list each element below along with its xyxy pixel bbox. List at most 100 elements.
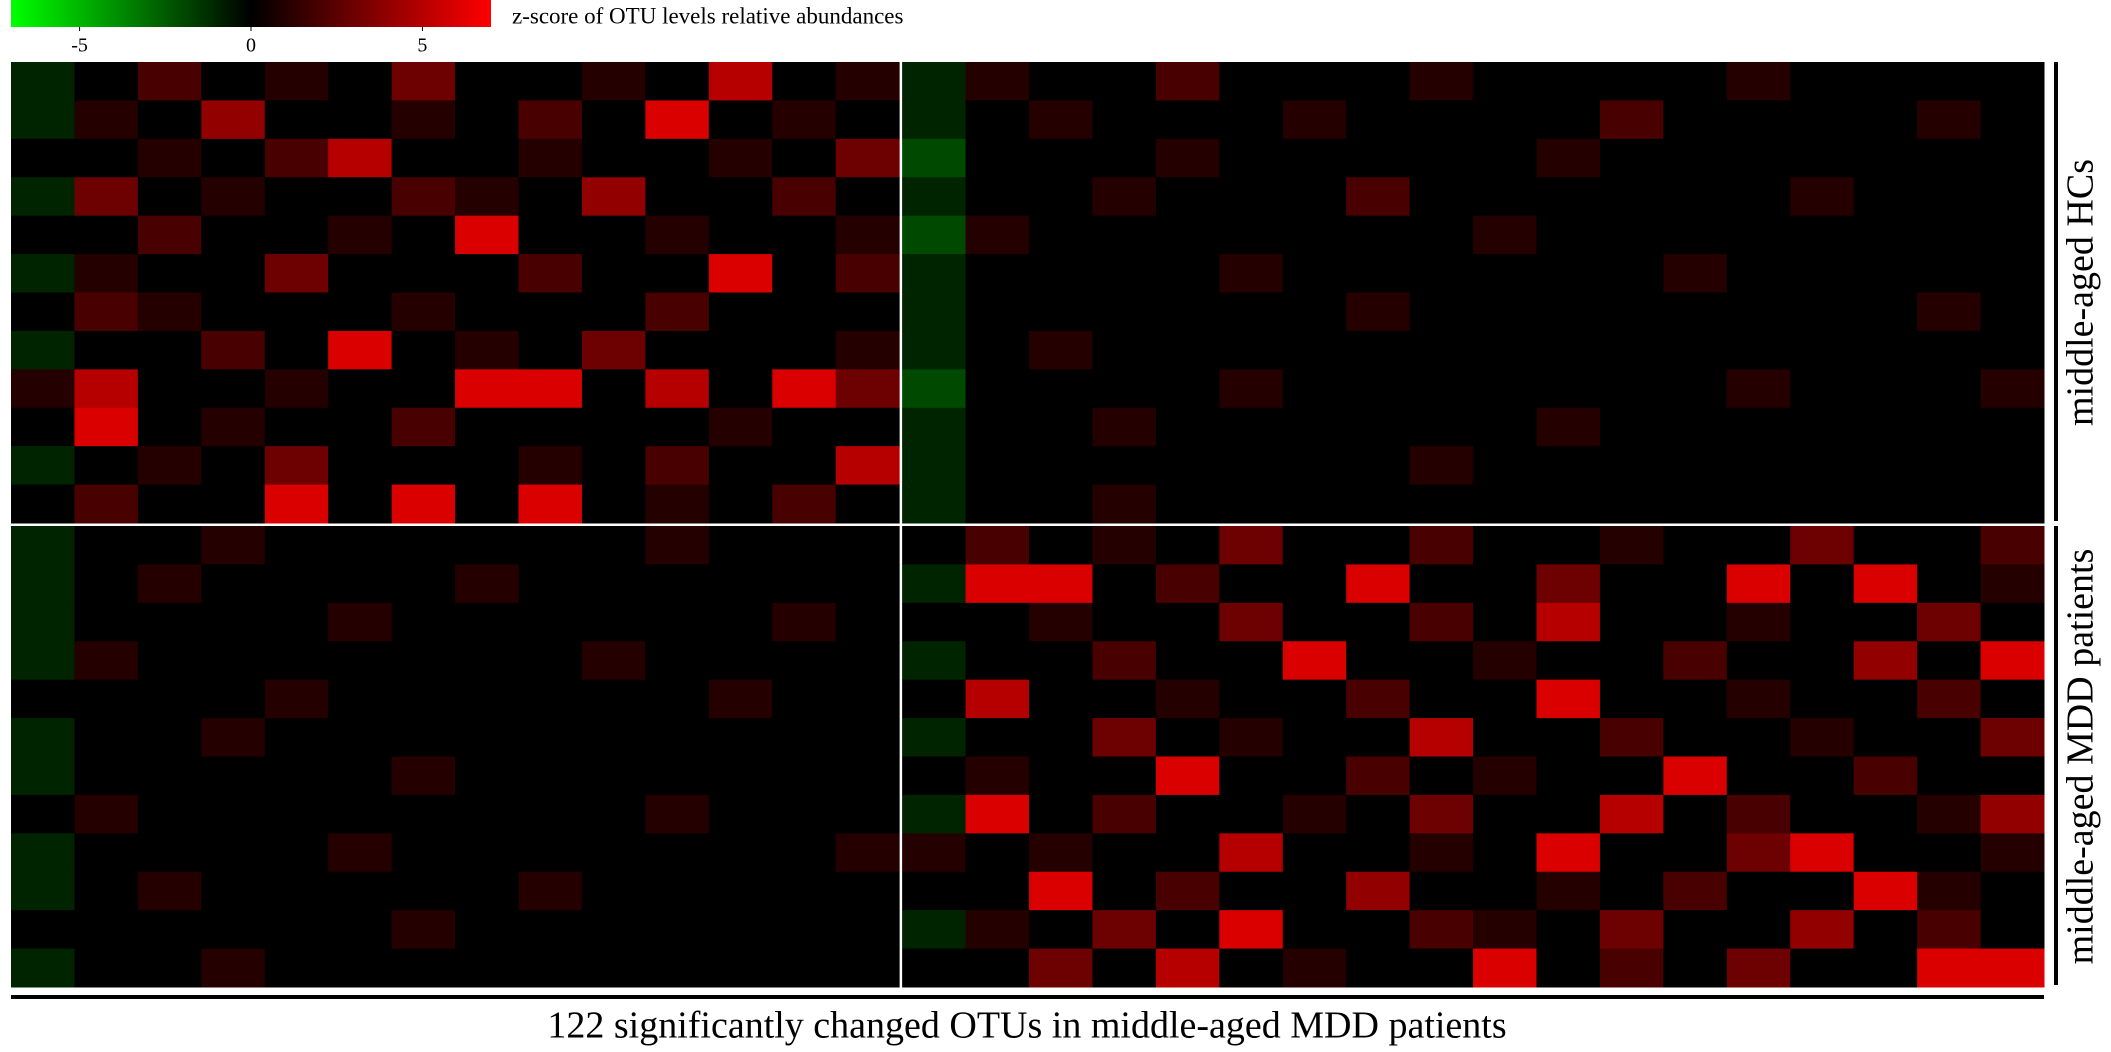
heatmap-cell: [645, 407, 710, 447]
heatmap-cell: [708, 948, 773, 988]
heatmap-cell: [1092, 564, 1157, 604]
heatmap-cell: [1219, 948, 1284, 988]
heatmap-cell: [965, 369, 1030, 409]
heatmap-cell: [1853, 564, 1918, 604]
heatmap-cell: [581, 948, 646, 988]
heatmap-cell: [328, 871, 393, 911]
heatmap-cell: [1726, 484, 1791, 524]
heatmap-cell: [1980, 100, 2045, 140]
heatmap-cell: [1790, 138, 1855, 178]
heatmap-cell: [137, 215, 202, 255]
heatmap-cell: [1219, 641, 1284, 681]
heatmap-cell: [772, 100, 837, 140]
heatmap-cell: [264, 177, 329, 217]
heatmap-cell: [708, 100, 773, 140]
heatmap-cell: [902, 369, 967, 409]
heatmap-cell: [1346, 833, 1411, 873]
heatmap-cell: [137, 369, 202, 409]
heatmap-cell: [1726, 564, 1791, 604]
heatmap-cell: [391, 369, 456, 409]
heatmap-cell: [1726, 602, 1791, 642]
heatmap-cell: [645, 100, 710, 140]
heatmap-cell: [1726, 718, 1791, 757]
heatmap-cell: [1917, 718, 1982, 757]
heatmap-cell: [1219, 177, 1284, 217]
heatmap-cell: [1029, 330, 1093, 370]
heatmap-cell: [1282, 871, 1347, 911]
heatmap-cell: [1790, 407, 1855, 447]
heatmap-cell: [74, 446, 139, 486]
heatmap-cell: [1346, 100, 1411, 140]
heatmap-cell: [835, 641, 900, 681]
heatmap-cell: [1790, 446, 1855, 486]
heatmap-cell: [1155, 833, 1220, 873]
heatmap-cell: [835, 679, 900, 719]
heatmap-cell: [835, 794, 900, 834]
heatmap-cell: [1092, 756, 1157, 796]
heatmap-cell: [1346, 756, 1411, 796]
heatmap-cell: [1473, 794, 1537, 834]
heatmap-cell: [391, 254, 456, 293]
heatmap-cell: [1917, 254, 1982, 293]
heatmap-cell: [1092, 177, 1157, 217]
heatmap-cell: [11, 215, 75, 255]
heatmap-cell: [1853, 446, 1918, 486]
heatmap-cell: [1726, 100, 1791, 140]
heatmap-cell: [1917, 446, 1982, 486]
heatmap-cell: [1346, 407, 1411, 447]
heatmap-cell: [518, 526, 583, 565]
heatmap-cell: [1536, 254, 1601, 293]
heatmap-cell: [1663, 446, 1728, 486]
heatmap-cell: [1155, 330, 1220, 370]
heatmap-cell: [1599, 138, 1664, 178]
heatmap-cell: [1790, 100, 1855, 140]
heatmap-cell: [1346, 564, 1411, 604]
heatmap-cell: [645, 62, 710, 101]
heatmap-cell: [137, 718, 202, 757]
heatmap-cell: [772, 756, 837, 796]
colorbar: [11, 0, 491, 27]
heatmap-cell: [645, 948, 710, 988]
heatmap-cell: [1536, 292, 1601, 332]
heatmap-cell: [1853, 833, 1918, 873]
heatmap-cell: [518, 718, 583, 757]
heatmap-cell: [11, 407, 75, 447]
heatmap-cell: [455, 177, 519, 217]
heatmap-cell: [1282, 910, 1347, 950]
heatmap-cell: [1917, 641, 1982, 681]
heatmap-cell: [581, 526, 646, 565]
heatmap-cell: [772, 330, 837, 370]
heatmap-cell: [74, 718, 139, 757]
heatmap-cell: [1599, 833, 1664, 873]
heatmap-cell: [1853, 871, 1918, 911]
heatmap-cell: [391, 138, 456, 178]
heatmap-cell: [1473, 292, 1537, 332]
heatmap-cell: [835, 177, 900, 217]
heatmap-cell: [1726, 177, 1791, 217]
heatmap-cell: [1155, 446, 1220, 486]
heatmap-cell: [581, 679, 646, 719]
heatmap-cell: [645, 794, 710, 834]
heatmap-cell: [518, 564, 583, 604]
heatmap-cell: [1409, 794, 1474, 834]
heatmap-cell: [1155, 602, 1220, 642]
heatmap-cell: [264, 564, 329, 604]
heatmap-cell: [965, 794, 1030, 834]
heatmap-cell: [1536, 215, 1601, 255]
heatmap-cell: [11, 138, 75, 178]
heatmap-cell: [137, 794, 202, 834]
heatmap-cell: [965, 177, 1030, 217]
heatmap-cell: [708, 215, 773, 255]
heatmap-cell: [1980, 292, 2045, 332]
heatmap-cell: [902, 100, 967, 140]
heatmap-cell: [1346, 369, 1411, 409]
heatmap-cell: [1409, 369, 1474, 409]
heatmap-cell: [391, 564, 456, 604]
heatmap-cell: [1155, 407, 1220, 447]
heatmap-cell: [1409, 564, 1474, 604]
heatmap-cell: [1917, 484, 1982, 524]
heatmap-cell: [965, 254, 1030, 293]
heatmap-cell: [1790, 62, 1855, 101]
heatmap-cell: [74, 330, 139, 370]
heatmap-cell: [201, 138, 266, 178]
